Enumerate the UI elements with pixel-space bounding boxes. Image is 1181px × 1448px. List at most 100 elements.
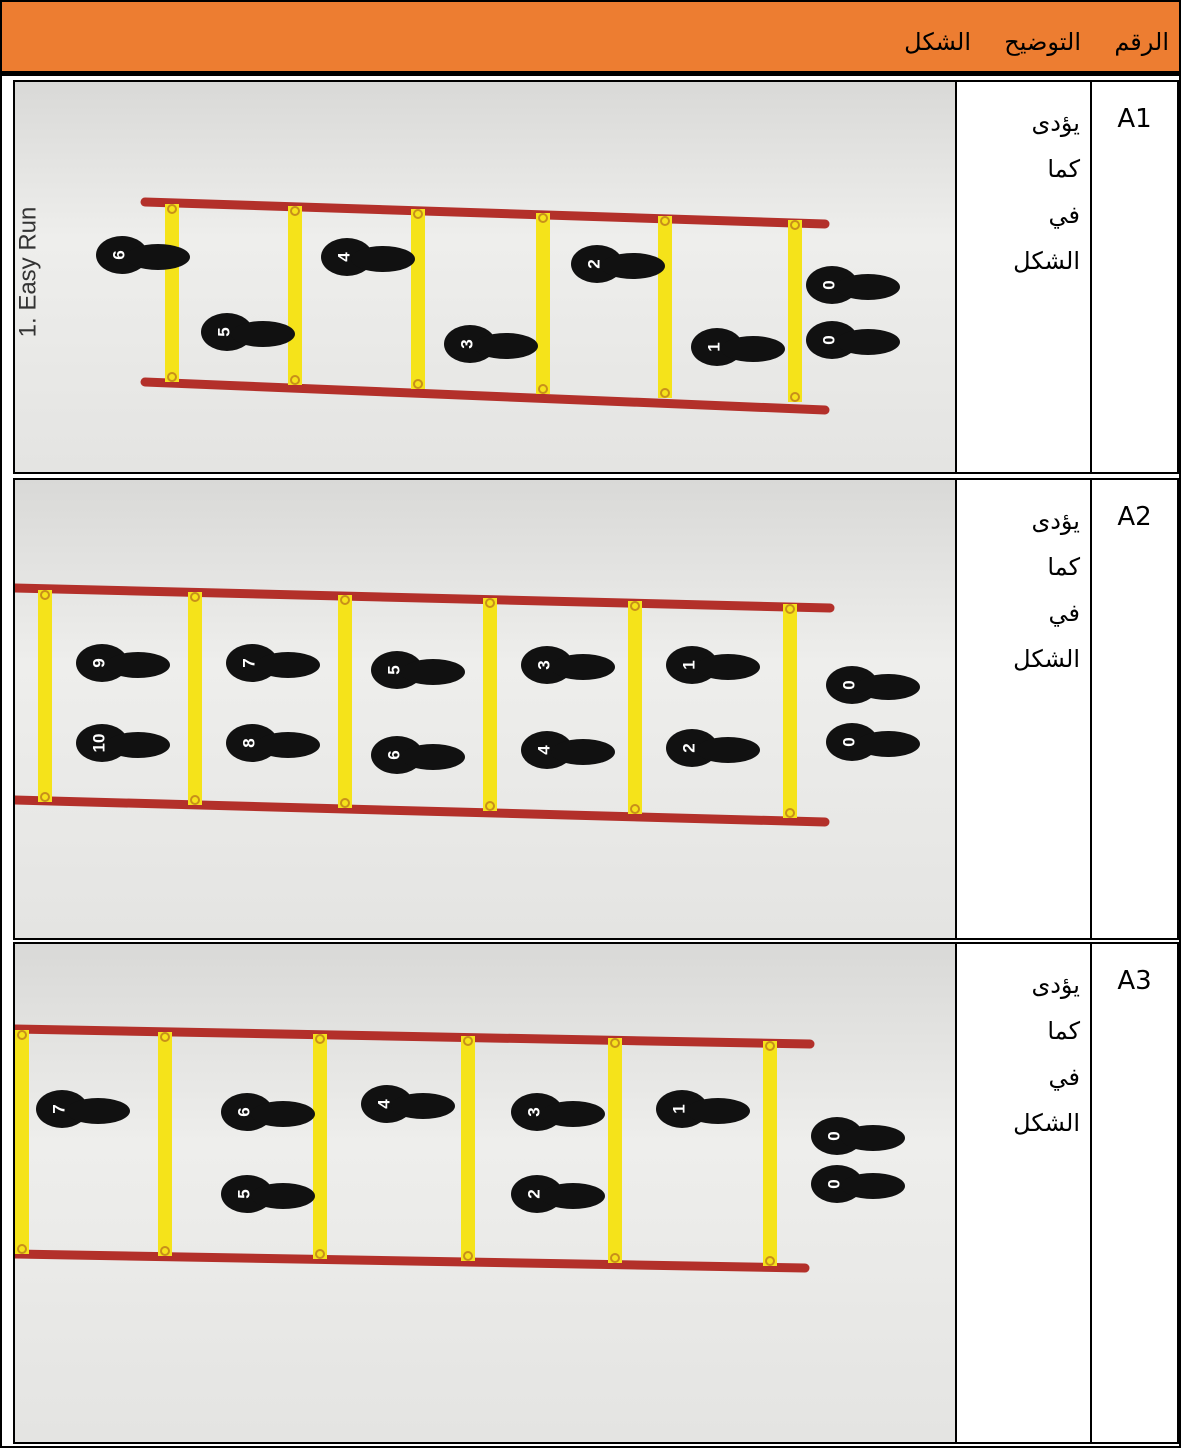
footprint-shape [401,744,465,770]
ladder-rail [15,795,830,827]
step-number: 2 [524,1189,543,1198]
footprint: 4 [521,731,615,769]
footprint-shape [686,1098,750,1124]
step-number: 9 [89,658,108,667]
ladder-rung [483,598,497,811]
header-figure: الشكل [904,28,971,56]
figure-cell: 0 0 1 2 3 4 5 6 1. Easy Run [13,80,957,474]
number-cell: A1 [1090,80,1179,474]
footprint: 8 [226,724,320,762]
ladder-rail [140,197,830,229]
footprint: 1 [656,1090,750,1128]
footprint-shape [126,244,190,270]
step-number: 3 [457,339,476,348]
footprint-shape [391,1093,455,1119]
rung-knot [17,1030,27,1040]
step-number: 2 [679,743,698,752]
rung-knot [160,1032,170,1042]
ladder-rung [536,213,550,394]
footprint: 0 [811,1165,905,1203]
footprint-shape [836,274,900,300]
step-number: 1 [704,342,723,351]
footprint-shape [474,333,538,359]
step-number: 0 [839,680,858,689]
step-number: 2 [584,259,603,268]
step-number: 0 [839,737,858,746]
footprint-shape [66,1098,130,1124]
rung-knot [190,795,200,805]
step-number: 1 [679,660,698,669]
footprint-shape [106,732,170,758]
step-number: 6 [384,750,403,759]
footprint: 9 [76,644,170,682]
ladder-rail [15,1249,810,1273]
footprint: 2 [511,1175,605,1213]
step-number: 3 [524,1107,543,1116]
ladder-rung [788,220,802,402]
rung-knot [160,1246,170,1256]
rung-knot [790,220,800,230]
step-number: 0 [819,280,838,289]
rung-knot [785,604,795,614]
step-number: 7 [49,1104,68,1113]
footprint-shape [836,329,900,355]
footprint: 6 [371,736,465,774]
footprint: 0 [806,266,900,304]
number-cell: A2 [1090,478,1179,940]
footprint: 0 [826,666,920,704]
ladder-rung [658,216,672,398]
ladder-rail [140,377,830,415]
rung-knot [790,392,800,402]
footprint: 7 [36,1090,130,1128]
rung-knot [290,206,300,216]
footprint-shape [231,321,295,347]
ladder-rung [461,1036,475,1261]
rung-knot [413,209,423,219]
rung-knot [340,798,350,808]
footprint-shape [551,654,615,680]
rung-knot [660,216,670,226]
rung-knot [785,808,795,818]
footprint: 10 [76,724,170,762]
step-number: 4 [374,1099,393,1109]
footprint-shape [841,1173,905,1199]
rung-knot [40,590,50,600]
number-cell: A3 [1090,942,1179,1444]
step-number: 10 [89,734,108,753]
footprint: 3 [444,325,538,363]
step-number: 5 [384,665,403,674]
ladder-rung [628,601,642,814]
rung-knot [315,1249,325,1259]
step-number: 0 [824,1179,843,1188]
ladder-rail [15,1024,815,1049]
ladder-figure: 0 0 1 2 3 4 5 6 7 [15,1024,905,1273]
rung-knot [17,1244,27,1254]
ladder-rung [288,206,302,385]
figure-cell: 0 0 1 2 3 4 5 6 7 8 9 10 [13,478,957,940]
ladder-rung [165,204,179,382]
description-cell: يؤدى كما في الشكل [955,80,1092,474]
rung-knot [485,801,495,811]
footprint-shape [696,737,760,763]
description: يؤدى كما في الشكل [1013,109,1080,275]
footprint: 3 [511,1093,605,1131]
footprint: 4 [361,1085,455,1123]
ladder-figure: 0 0 1 2 3 4 5 6 7 8 9 10 [15,583,920,827]
description-cell: يؤدى كما في الشكل [955,478,1092,940]
description: يؤدى كما في الشكل [1013,971,1080,1137]
footprint: 6 [221,1093,315,1131]
rung-knot [463,1036,473,1046]
step-number: 6 [109,250,128,259]
footprint-shape [251,1183,315,1209]
description: يؤدى كما في الشكل [1013,507,1080,673]
ladder-rung [188,592,202,805]
header-number: الرقم [1114,28,1169,56]
ladder-figure: 0 0 1 2 3 4 5 6 1. Easy Run [15,197,900,415]
footprint-shape [696,654,760,680]
footprint: 5 [221,1175,315,1213]
footprint: 2 [571,245,665,283]
footprint: 1 [666,646,760,684]
rung-knot [290,375,300,385]
ladder-rung [411,209,425,389]
